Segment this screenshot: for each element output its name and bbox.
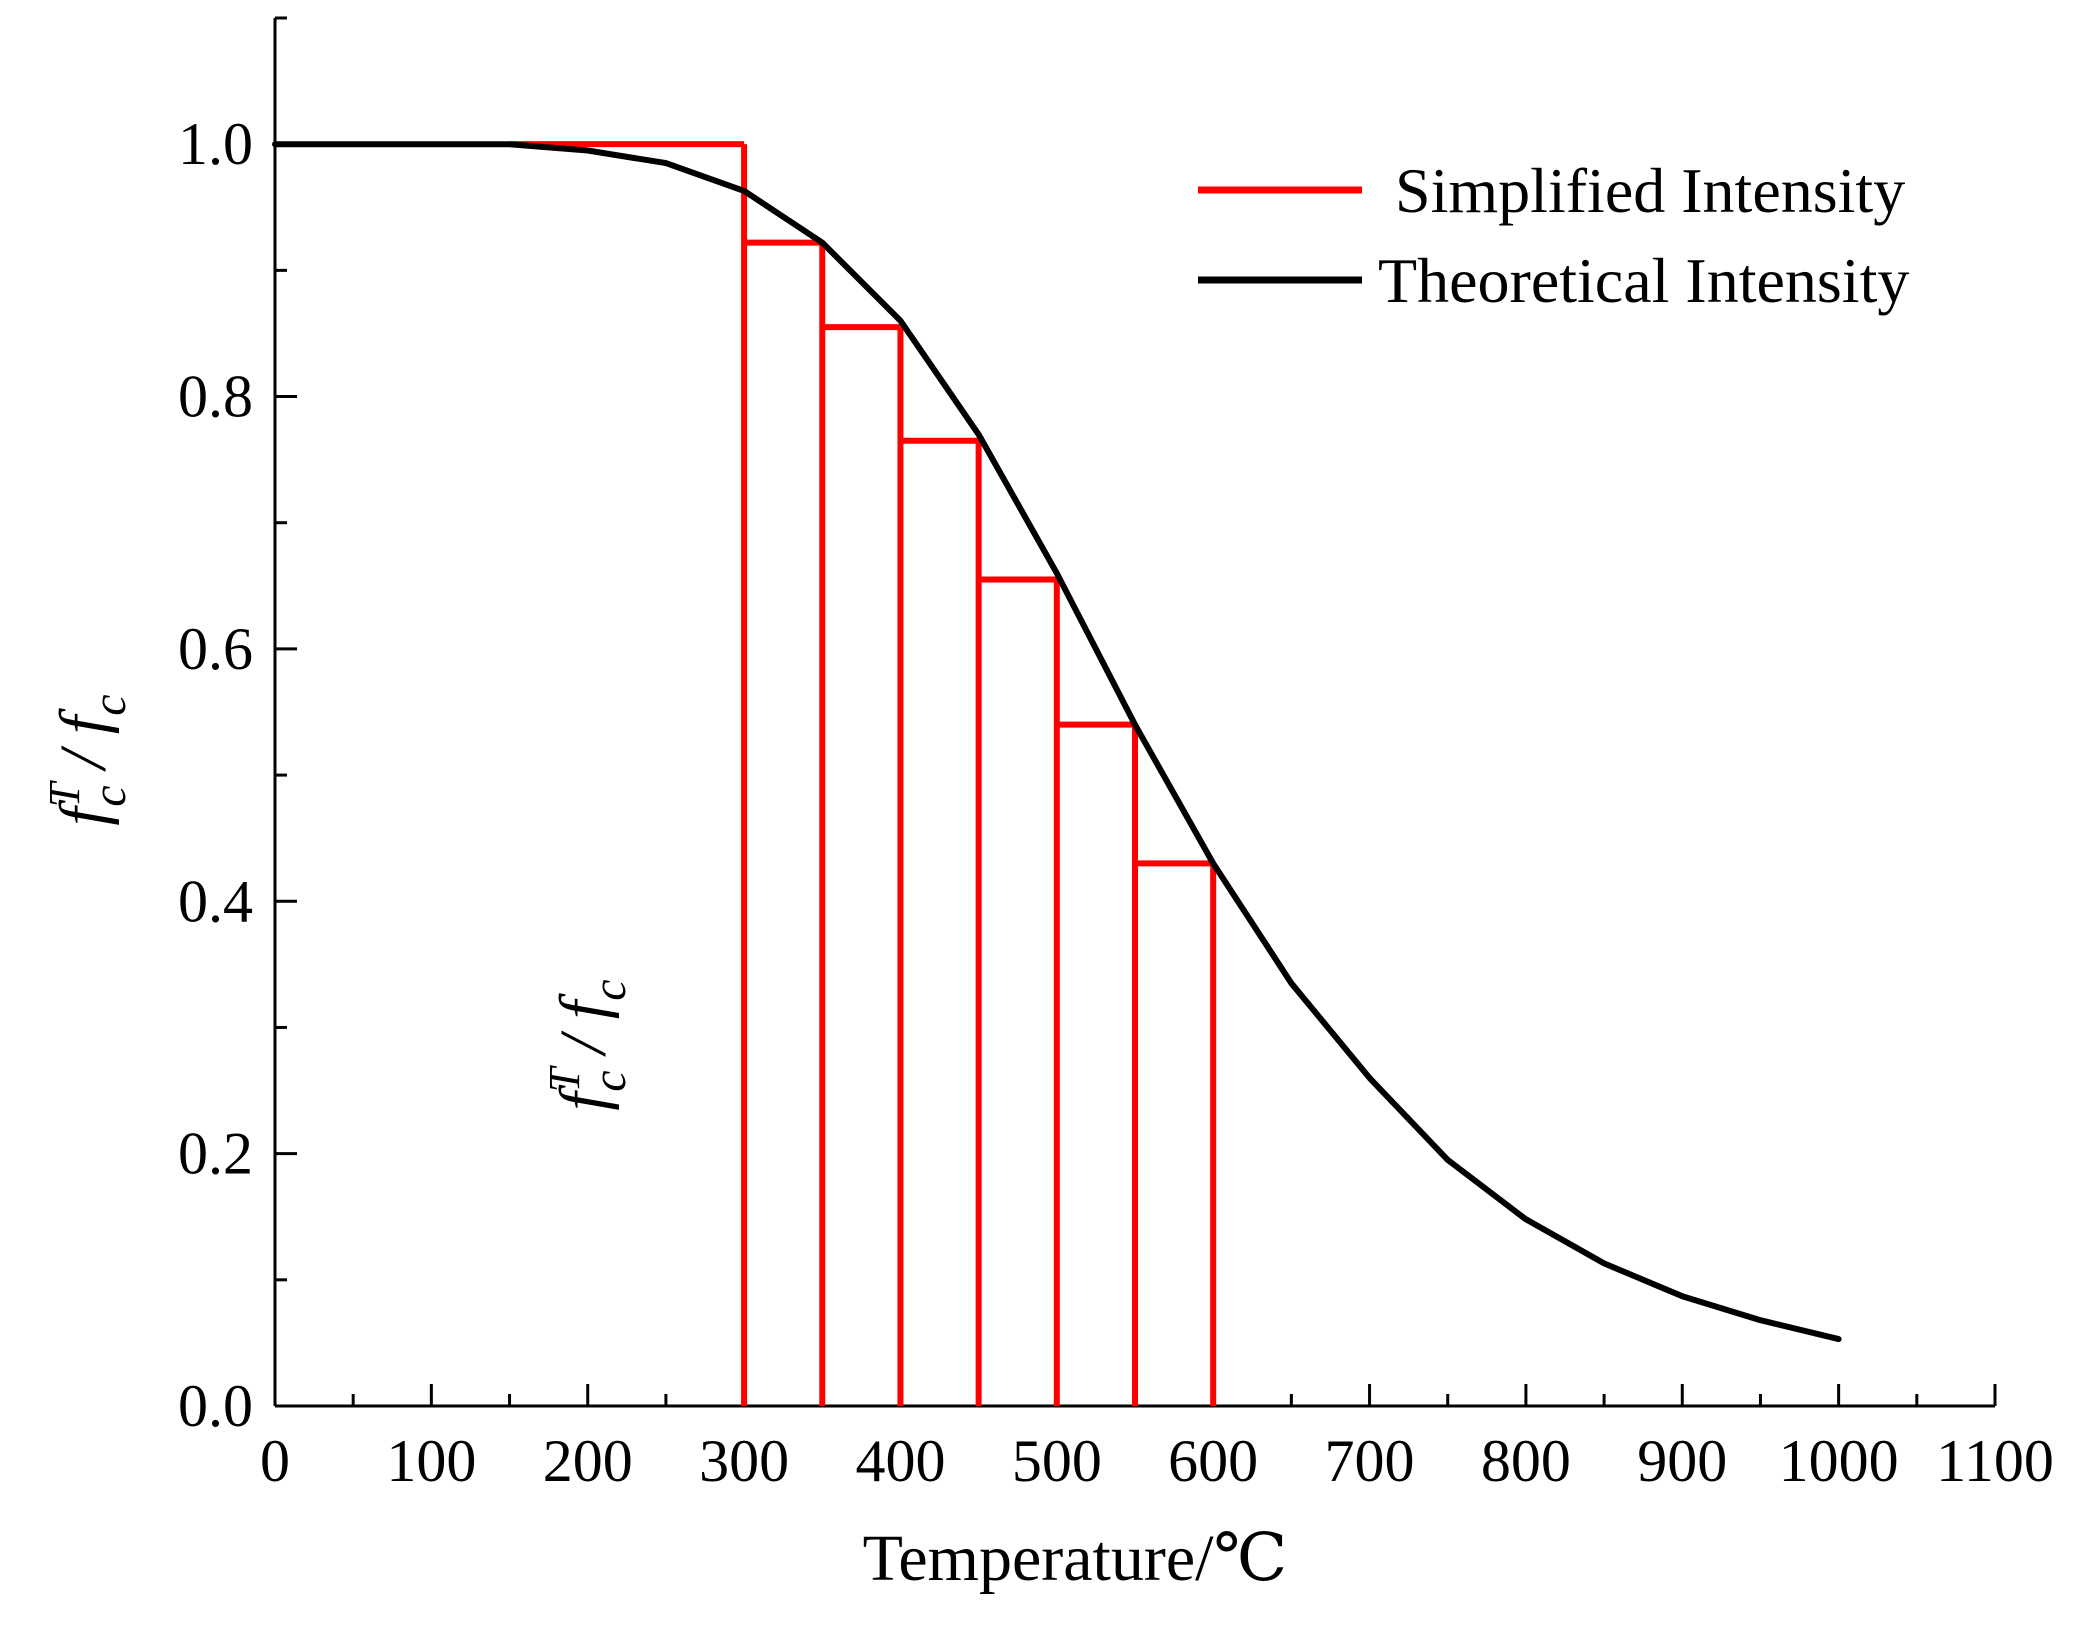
y-tick-label: 1.0 [178, 111, 253, 177]
x-tick-label: 1000 [1779, 1428, 1899, 1494]
theoretical-intensity-line [272, 141, 1842, 1343]
inner-annotation-part: c [583, 979, 636, 1000]
axis-labels: Temperature/℃ fTc / fc fTc / fc [40, 694, 1287, 1595]
x-tick-label: 0 [260, 1428, 290, 1494]
legend-label: Simplified Intensity [1395, 155, 1905, 226]
y-axis-title-text: fTc / fc [40, 694, 136, 825]
axes: 0 100 200 300 400 500 600 700 800 900 1000 1100 0.0 0… [178, 16, 2054, 1494]
x-tick-label: 900 [1637, 1428, 1727, 1494]
y-axis-title-part: c [83, 694, 136, 715]
y-tick-label: 0.4 [178, 868, 253, 934]
y-tick-label: 0.2 [178, 1121, 253, 1187]
x-axis-title: Temperature/℃ [863, 1522, 1288, 1595]
plot-series [272, 141, 1842, 1406]
y-axis-title: fTc / fc [40, 694, 136, 825]
x-tick-label: 300 [699, 1428, 789, 1494]
y-tick-label: 0.0 [178, 1373, 253, 1439]
y-axis-title-part: / [47, 734, 120, 785]
inner-annotation-part: c [583, 1070, 636, 1091]
y-axis-title-part: c [83, 785, 136, 806]
x-tick-label: 700 [1325, 1428, 1415, 1494]
inner-annotation-text: fTc / fc [540, 979, 636, 1110]
inner-annotation-part: T [540, 1064, 589, 1092]
x-tick-label: 1100 [1936, 1428, 2054, 1494]
legend: Simplified Intensity Theoretical Intensit… [1198, 155, 1909, 316]
y-axis-title-part: T [40, 779, 89, 807]
x-tick-label: 200 [543, 1428, 633, 1494]
legend-label: Theoretical Intensity [1378, 245, 1909, 316]
x-tick-label: 400 [855, 1428, 945, 1494]
x-tick-label: 100 [386, 1428, 476, 1494]
y-tick-label: 0.8 [178, 364, 253, 430]
x-tick-label: 500 [1012, 1428, 1102, 1494]
x-tick-label: 600 [1168, 1428, 1258, 1494]
inner-annotation-part: / [547, 1019, 620, 1070]
inner-annotation: fTc / fc [540, 979, 636, 1110]
x-tick-label: 800 [1481, 1428, 1571, 1494]
y-tick-label: 0.6 [178, 616, 253, 682]
